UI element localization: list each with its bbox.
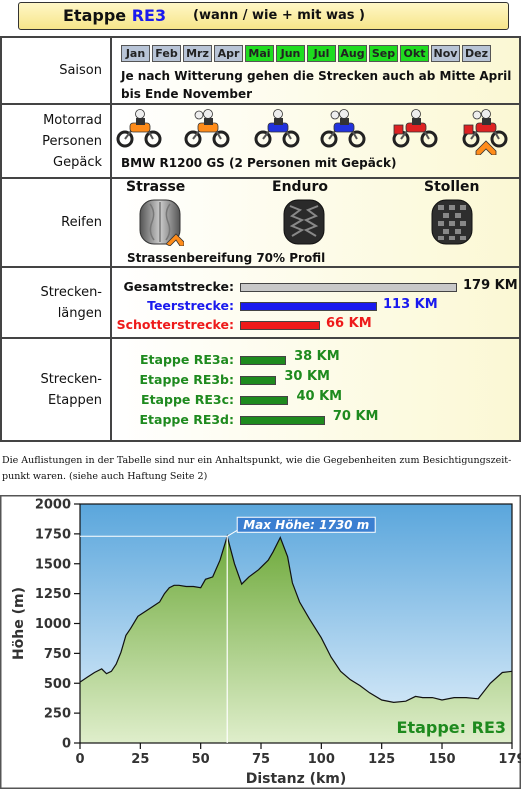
motorbike-icon	[320, 109, 366, 148]
month-list: Jan Feb Mrz Apr Mai Jun Jul Aug Sep Okt Nov Dez	[121, 45, 491, 62]
month-jan: Jan	[121, 45, 150, 62]
elevation-area	[80, 536, 512, 743]
motorbike-icon	[254, 109, 300, 148]
month-okt: Okt	[400, 45, 429, 62]
stage-label: Etappe RE3b:	[139, 372, 234, 387]
x-tick-label: 0	[75, 752, 84, 767]
y-tick-label: 0	[62, 737, 71, 752]
x-axis-label: Distanz (km)	[246, 771, 347, 787]
motorbike-options	[116, 109, 508, 155]
month-sep: Sep	[369, 45, 398, 62]
stage-bar	[240, 416, 325, 425]
length-value: 66 KM	[326, 316, 372, 331]
stage-bar	[240, 356, 287, 365]
stage-subtitle: (wann / wie + mit was )	[193, 8, 365, 23]
etappen-content: Etappe RE3a: 38 KM Etappe RE3b: 30 KM Etappe…	[112, 339, 519, 440]
reifen-text: Strassenbereifung 70% Profil	[127, 251, 326, 265]
y-tick-label: 1250	[35, 587, 71, 602]
saison-label: Saison	[2, 38, 112, 103]
reifen-label: Reifen	[2, 179, 112, 266]
month-mai: Mai	[245, 45, 274, 62]
laengen-content: Gesamtstrecke: 179 KM Teerstrecke: 113 KM Sc…	[112, 268, 519, 337]
y-tick-label: 1500	[35, 557, 71, 572]
annotation-box	[236, 516, 376, 533]
stage-code: RE3	[131, 6, 167, 25]
month-jul: Jul	[307, 45, 336, 62]
motorrad-text: BMW R1200 GS (2 Personen mit Gepäck)	[121, 156, 397, 170]
stage-label: Etappe RE3a:	[140, 352, 234, 367]
street-tire-icon	[139, 199, 184, 246]
stage-title: Etappe RE3	[63, 6, 167, 25]
length-bar	[240, 321, 320, 330]
laengen-label: Strecken-längen	[2, 268, 112, 337]
motorrad-content: BMW R1200 GS (2 Personen mit Gepäck)	[112, 105, 519, 177]
elevation-line	[79, 534, 513, 704]
x-tick-label: 125	[368, 752, 395, 767]
length-label: Teerstrecke:	[147, 298, 234, 313]
reifen-content: Strasse Enduro Stollen Strassenbereifung…	[112, 179, 519, 266]
length-label: Gesamtstrecke:	[123, 279, 234, 294]
y-tick-label: 500	[44, 677, 71, 692]
saison-content: Jan Feb Mrz Apr Mai Jun Jul Aug Sep Okt Nov Dez Je …	[112, 38, 519, 103]
x-tick-label: 179	[498, 752, 521, 767]
tire-type-enduro: Enduro	[272, 179, 329, 195]
motorbike-icon	[184, 109, 230, 148]
stage-watermark: Etappe: RE3	[397, 718, 506, 737]
motorbike-icon	[116, 109, 162, 148]
x-tick-label: 75	[252, 752, 270, 767]
stage-value: 70 KM	[332, 409, 379, 424]
knobby-tire-icon	[431, 199, 473, 245]
x-tick-label: 150	[428, 752, 455, 767]
stage-label: Etappe RE3d:	[139, 412, 234, 427]
stage-value: 30 KM	[284, 369, 330, 384]
info-table: Saison Jan Feb Mrz Apr Mai Jun Jul Aug Sep Okt Nov…	[0, 36, 521, 442]
y-tick-label: 750	[44, 647, 71, 662]
length-value: 113 KM	[382, 297, 438, 312]
max-height-annotation: Max Höhe: 1730 m	[243, 518, 369, 532]
row-saison: Saison Jan Feb Mrz Apr Mai Jun Jul Aug Sep Okt Nov…	[2, 38, 519, 105]
y-tick-label: 2000	[35, 498, 71, 513]
stage-value: 38 KM	[294, 349, 340, 364]
length-bar	[240, 283, 457, 292]
length-value: 179 KM	[463, 278, 518, 293]
month-feb: Feb	[152, 45, 181, 62]
month-apr: Apr	[214, 45, 243, 62]
row-streckenlaengen: Strecken-längen Gesamtstrecke: 179 KM Teer…	[2, 268, 519, 339]
etappen-label: Strecken- Etappen	[2, 339, 112, 440]
stage-bar	[240, 396, 289, 405]
y-tick-label: 1750	[35, 527, 71, 542]
length-bar	[240, 302, 377, 311]
stage-label: Etappe RE3c:	[141, 392, 234, 407]
x-tick-label: 25	[131, 752, 149, 767]
month-jun: Jun	[276, 45, 305, 62]
month-nov: Nov	[431, 45, 460, 62]
month-mrz: Mrz	[183, 45, 212, 62]
month-aug: Aug	[338, 45, 367, 62]
stage-value: 40 KM	[296, 389, 343, 404]
month-dez: Dez	[462, 45, 491, 62]
y-axis-label: Höhe (m)	[11, 587, 27, 660]
motorbike-icon	[392, 109, 438, 148]
motorbike-icon	[462, 109, 508, 155]
tire-type-strasse: Strasse	[126, 179, 186, 195]
annotation-leader	[226, 529, 238, 537]
y-tick-label: 1000	[35, 617, 71, 632]
motorrad-label: Motorrad Personen Gepäck	[2, 105, 112, 177]
y-tick-label: 250	[44, 707, 71, 722]
row-reifen: Reifen Strasse Enduro Stollen Strassenbe…	[2, 179, 519, 268]
row-motorrad: Motorrad Personen Gepäck BMW R1200 GS (2 P…	[2, 105, 519, 179]
saison-text: Je nach Witterung gehen die Strecken auc…	[121, 69, 512, 101]
enduro-tire-icon	[283, 199, 325, 245]
x-tick-label: 50	[192, 752, 210, 767]
stage-header: Etappe RE3 (wann / wie + mit was )	[18, 2, 509, 30]
disclaimer-note: Die Auflistungen in der Tabelle sind nur…	[2, 455, 512, 482]
elevation-profile-chart: Max Höhe: 1730 m025050075010001250150017…	[0, 495, 521, 789]
selected-marker-icon	[475, 140, 497, 155]
x-tick-label: 100	[308, 752, 335, 767]
length-label: Schotterstrecke:	[116, 317, 234, 332]
row-etappen: Strecken- Etappen Etappe RE3a: 38 KM Etappe…	[2, 339, 519, 440]
stage-bar	[240, 376, 277, 385]
tire-type-stollen: Stollen	[424, 179, 480, 195]
